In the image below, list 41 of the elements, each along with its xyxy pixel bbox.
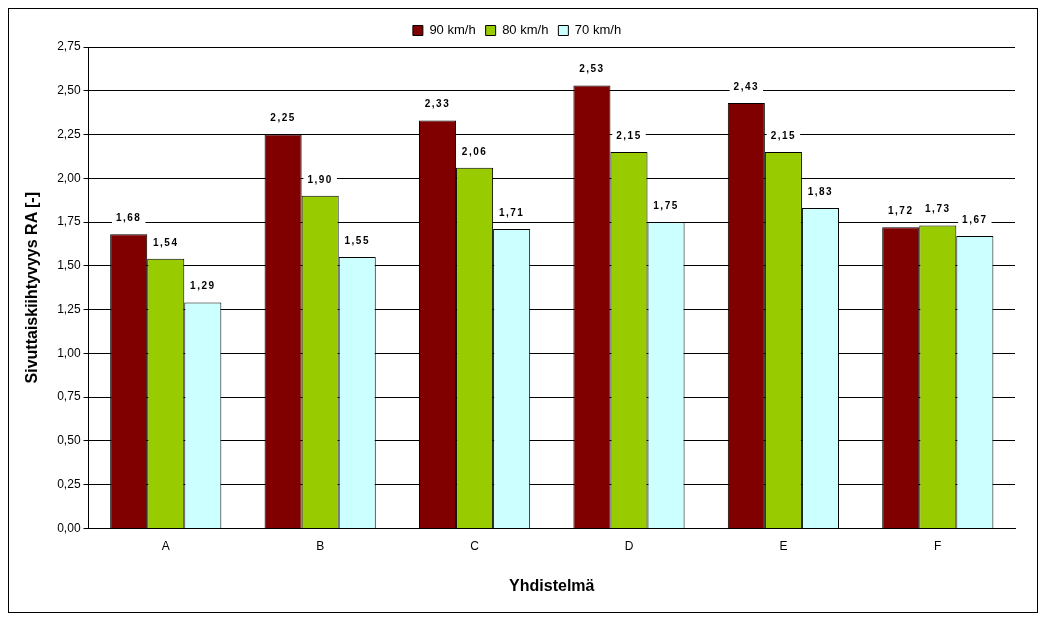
y-tick-label: 1,75 [57,214,81,229]
y-tick-label: 0,25 [57,476,81,491]
x-axis-title: Yhdistelmä [509,576,595,594]
legend-label: 70 km/h [574,22,622,38]
data-label: 2,25 [270,112,296,124]
data-label: 1,67 [962,213,988,225]
y-tick-label: 1,00 [57,345,81,360]
data-label: 1,83 [807,185,834,197]
data-label: 1,54 [153,236,179,248]
data-label: 2,43 [733,80,760,92]
x-tick-label: D [624,538,634,553]
data-label: 1,68 [115,212,142,224]
data-label: 2,06 [461,145,488,157]
data-label: 1,75 [653,199,679,211]
y-tick-label: 2,50 [57,83,81,98]
data-label: 1,71 [498,206,525,218]
x-tick-label: E [779,538,788,553]
y-tick-label: 2,00 [57,170,81,185]
y-tick-label: 1,50 [57,258,81,273]
y-tick-label: 1,25 [57,301,81,316]
data-label: 2,53 [579,63,605,75]
data-label: 2,15 [616,129,642,141]
y-tick-label: 0,50 [57,433,81,448]
y-tick-label: 2,25 [57,126,81,141]
x-tick-label: C [470,538,480,553]
y-axis-title: Sivuttaiskiihtyvyys RA [-] [23,191,41,384]
x-tick-label: A [161,538,170,553]
x-tick-label: B [316,538,325,553]
data-label: 2,15 [770,129,797,141]
data-label: 1,55 [344,234,370,246]
y-tick-label: 0,00 [57,520,81,535]
data-label: 1,73 [925,203,951,215]
data-label: 2,33 [424,98,451,110]
legend-label: 80 km/h [502,22,549,38]
x-tick-label: F [934,538,942,553]
y-tick-label: 0,75 [57,389,81,404]
data-label: 1,29 [190,280,216,292]
y-tick-label: 2,75 [57,39,81,54]
data-label: 1,72 [888,205,914,217]
data-label: 1,90 [307,173,333,185]
legend-label: 90 km/h [429,22,476,38]
